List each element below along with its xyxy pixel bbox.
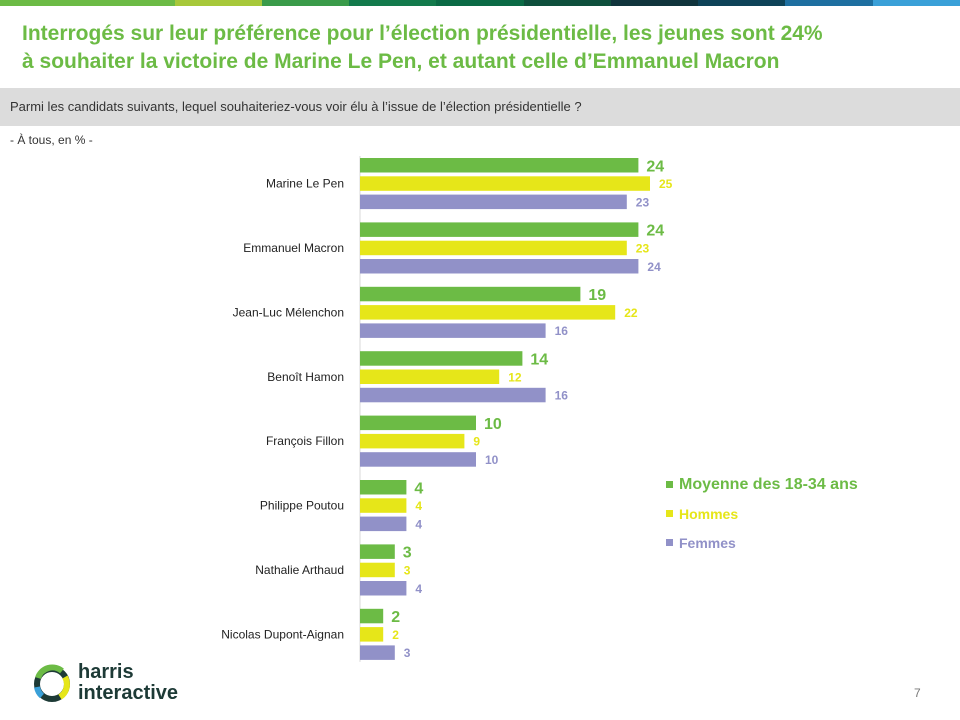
bar [360,286,581,302]
strip-segment [174,0,262,6]
data-label: 9 [473,435,480,449]
bar [360,240,627,256]
strip-segment [349,0,437,6]
bar [360,305,616,320]
bar [360,645,395,660]
strip-segment [785,0,873,6]
bar [360,415,476,431]
data-label: 10 [485,453,499,467]
category-label: Nicolas Dupont-Aignan [221,627,344,641]
data-label: 2 [391,609,400,626]
legend-swatch [666,539,673,546]
data-label: 24 [646,158,664,175]
data-label: 22 [624,306,638,320]
data-label: 2 [392,628,399,642]
data-label: 24 [647,260,661,274]
data-label: 23 [636,241,650,255]
bar [360,452,476,467]
title-line-2: à souhaiter la victoire de Marine Le Pen… [22,50,780,73]
logo-line-2: interactive [78,682,179,704]
data-label: 19 [588,287,606,304]
strip-segment [698,0,786,6]
strip-segment [261,0,350,6]
data-label: 14 [530,351,548,368]
chart-legend: Moyenne des 18-34 ans Hommes Femmes [666,470,858,557]
base-note: - À tous, en % - [10,133,93,147]
bar [360,176,650,191]
data-label: 23 [636,195,650,209]
page-number: 7 [914,686,921,700]
data-label: 10 [484,416,502,433]
strip-segment [872,0,960,6]
legend-swatch [666,510,673,517]
legend-swatch [666,481,673,488]
bar [360,581,407,596]
bar [360,608,384,624]
bar [360,433,465,449]
data-label: 3 [404,646,411,660]
bar [360,351,523,366]
bar [360,544,395,559]
data-label: 25 [659,177,673,191]
data-label: 4 [415,582,422,596]
bar [360,627,384,642]
strip-segment [436,0,524,6]
data-label: 4 [415,517,422,531]
data-label: 16 [555,324,569,338]
category-label: Marine Le Pen [266,177,344,191]
category-label: Emmanuel Macron [243,241,344,255]
bar [360,222,639,237]
category-label: Jean-Luc Mélenchon [233,305,344,319]
bar [360,480,407,495]
bar [360,369,500,384]
harris-interactive-logo: harris interactive [32,660,202,710]
legend-item: Moyenne des 18-34 ans [666,470,858,499]
strip-segment [0,0,88,6]
category-label: François Fillon [266,434,344,448]
title-line-1: Interrogés sur leur préférence pour l’él… [22,22,823,45]
bar [360,194,627,210]
category-label: Philippe Poutou [260,499,344,513]
bar [360,158,639,173]
bar [360,498,407,513]
legend-label: Moyenne des 18-34 ans [679,475,858,493]
data-label: 24 [646,223,664,240]
bar [360,259,639,274]
legend-label: Femmes [679,534,736,551]
logo-line-1: harris [78,661,134,683]
legend-label: Hommes [679,505,739,522]
category-label: Benoît Hamon [267,370,344,384]
page-title: Interrogés sur leur préférence pour l’él… [22,20,942,76]
data-label: 12 [508,370,522,384]
bar [360,516,407,532]
top-color-strip [0,0,960,6]
bar [360,323,546,338]
data-label: 4 [414,480,423,497]
question-banner: Parmi les candidats suivants, lequel sou… [0,88,960,126]
legend-item: Femmes [666,528,858,557]
strip-segment [610,0,699,6]
strip-segment [523,0,611,6]
logo-ring-icon [34,664,70,702]
data-label: 3 [404,563,411,577]
data-label: 4 [415,499,422,513]
data-label: 16 [555,389,569,403]
logo-wordmark: harris interactive [78,662,178,704]
legend-item: Hommes [666,499,858,528]
data-label: 3 [403,545,412,562]
bar [360,562,395,578]
category-label: Nathalie Arthaud [255,563,344,577]
bar [360,387,546,403]
strip-segment [87,0,175,6]
